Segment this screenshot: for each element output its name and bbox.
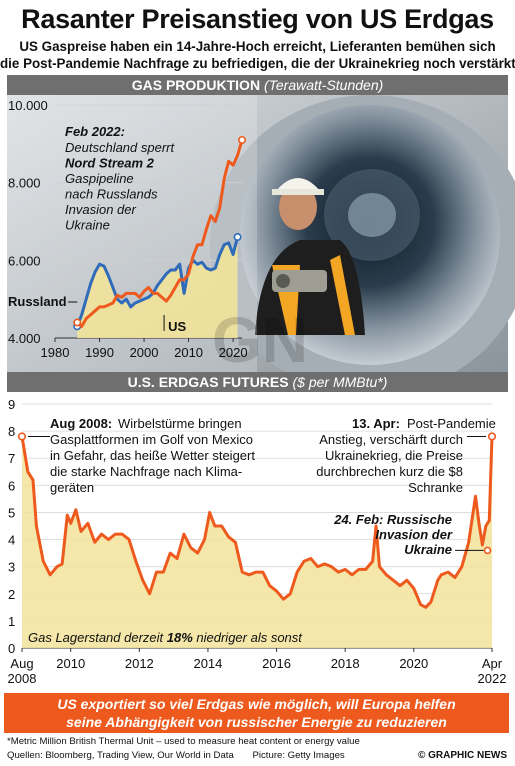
prod-y-tick-label: 10.000 <box>8 98 48 113</box>
banner-line-1: US exportiert so viel Erdgas wie möglich… <box>57 696 456 712</box>
prod-x-tick-label: 2010 <box>174 345 203 360</box>
apr13-annotation-line: Post-Pandemie <box>407 416 496 431</box>
footnote-mmbtu: *Metric Million British Thermal Unit – u… <box>7 736 360 747</box>
russia-series-line <box>75 236 240 327</box>
fut-x-tick-label: Apr 2022 <box>478 656 507 686</box>
sources-text: Quellen: Bloomberg, Trading View, Our Wo… <box>7 750 234 761</box>
apr13-annotation-date: 13. Apr: <box>352 416 400 431</box>
page-title: Rasanter Preisanstieg von US Erdgas <box>21 4 494 34</box>
production-chart: 4.000 6.000 8.000 10.000 1980 1990 2000 2010 202… <box>7 95 515 375</box>
pipeline-photo <box>7 95 515 375</box>
nordstream-annotation-line: Ukraine <box>65 218 110 233</box>
apr13-annotation-line: Anstieg, verschärft durch <box>319 432 463 447</box>
fut-y-tick-label: 2 <box>8 587 15 602</box>
us-series-line-end-point <box>238 135 247 144</box>
futures-section-header: U.S. ERDGAS FUTURES ($ per MMBtu*) <box>7 372 508 392</box>
fut-x-tick-label-part: 2022 <box>478 671 507 686</box>
fut-x-tick-label: 2020 <box>399 656 428 671</box>
fut-y-tick-label: 7 <box>8 451 15 466</box>
nordstream-annotation-line: nach Russlands <box>65 187 158 202</box>
futures-section-unit: ($ per MMBtu*) <box>292 374 388 390</box>
fut-y-tick-label: 9 <box>8 397 15 412</box>
welder-figure <box>255 178 365 335</box>
fut-y-tick-label: 8 <box>8 424 15 439</box>
futures-chart: 0 1 2 3 4 5 6 7 8 9 Aug 2008 2010 2012 2014 2016 2018 202… <box>8 397 507 686</box>
nordstream-annotation-date: Feb 2022: <box>65 124 125 139</box>
futures-section-label: U.S. ERDGAS FUTURES <box>127 374 289 390</box>
svg-text:GN: GN <box>212 304 308 376</box>
production-section-header: GAS PRODUKTION (Terawatt-Stunden) <box>7 75 508 95</box>
fut-x-tick-label-part: 2008 <box>8 671 37 686</box>
graphic-news-credit: © GRAPHIC NEWS <box>417 750 507 761</box>
prod-y-tick-label: 4.000 <box>8 331 41 346</box>
footnote-sources: Quellen: Bloomberg, Trading View, Our Wo… <box>7 750 345 761</box>
fut-y-tick-label: 6 <box>8 478 15 493</box>
fut-x-tick-label-part: 2012 <box>125 656 154 671</box>
fut-y-tick-label: 5 <box>8 505 15 520</box>
prod-y-tick-label: 6.000 <box>8 253 41 268</box>
fut-x-tick-label-part: Aug <box>10 656 33 671</box>
apr13-annotation-line: Schranke <box>408 480 463 495</box>
prod-x-tick-label: 2000 <box>130 345 159 360</box>
aug2008-annotation-line: geräten <box>50 480 94 495</box>
nordstream-annotation-line: Nord Stream 2 <box>65 156 155 171</box>
us-series-line-start-point <box>73 318 82 327</box>
fut-y-tick-label: 4 <box>8 533 15 548</box>
apr13-annotation-line: Ukrainekrieg, die Preise <box>325 448 463 463</box>
export-banner: US exportiert so viel Erdgas wie möglich… <box>4 693 509 733</box>
storage-note-value: 18% <box>167 630 193 645</box>
production-section-label: GAS PRODUKTION <box>131 77 261 93</box>
russia-series-line-end-point <box>233 233 242 242</box>
futures-end-point <box>487 432 497 441</box>
prod-y-tick-label: 8.000 <box>8 176 41 191</box>
aug2008-annotation-line: die starke Nachfrage nach Klima- <box>50 464 242 479</box>
fut-x-tick-label-part: 2010 <box>56 656 85 671</box>
fut-x-tick-label: 2012 <box>125 656 154 671</box>
storage-note-suffix: niedriger als sonst <box>193 630 303 645</box>
us-series-line <box>76 139 244 328</box>
prod-x-tick-label: 1980 <box>41 345 70 360</box>
us-series-label: US <box>168 319 186 334</box>
nordstream-annotation-line: Gaspipeline <box>65 171 134 186</box>
nordstream-annotation-line: Deutschland sperrt <box>65 140 175 155</box>
prod-x-tick-label: 2020 <box>219 345 248 360</box>
page-subtitle: US Gaspreise haben ein 14-Jahre-Hoch err… <box>0 38 515 72</box>
aug2008-annotation-date: Aug 2008: <box>50 416 112 431</box>
subtitle-line-1: US Gaspreise haben ein 14-Jahre-Hoch err… <box>19 39 496 54</box>
prod-x-tick-label: 1990 <box>85 345 114 360</box>
fut-x-tick-label: 2010 <box>56 656 85 671</box>
storage-note-prefix: Gas Lagerstand derzeit <box>28 630 167 645</box>
apr13-annotation-line: durchbrechen kurz die $8 <box>316 464 463 479</box>
aug2008-annotation-line: Gasplattformen im Golf von Mexico <box>50 432 253 447</box>
futures-series-line <box>20 436 494 609</box>
watermark-logo: GN <box>212 304 308 376</box>
fut-y-tick-label: 0 <box>8 641 15 656</box>
subtitle-line-2: die Post-Pandemie Nachfrage zu befriedig… <box>0 56 515 71</box>
production-section-unit: (Terawatt-Stunden) <box>263 77 384 93</box>
futures-start-point <box>17 432 27 441</box>
aug2008-annotation-line: Wirbelstürme bringen <box>118 416 242 431</box>
futures-invasion-point <box>483 546 492 555</box>
fut-y-tick-label: 3 <box>8 560 15 575</box>
russia-series-label: Russland <box>8 294 67 309</box>
fut-x-tick-label-part: 2016 <box>262 656 291 671</box>
feb24-annotation-line: Ukraine <box>404 542 452 557</box>
aug2008-annotation-line: in Gefahr, das heiße Wetter steigert <box>50 448 255 463</box>
fut-x-tick-label-part: 2014 <box>193 656 222 671</box>
futures-area-fill <box>22 436 492 648</box>
fut-x-tick-label: 2016 <box>262 656 291 671</box>
fut-x-tick-label: 2014 <box>193 656 222 671</box>
fut-x-tick-label: 2018 <box>331 656 360 671</box>
storage-note: Gas Lagerstand derzeit 18% niedriger als… <box>28 630 303 645</box>
banner-line-2: seine Abhängigkeit von russischer Energi… <box>66 714 447 730</box>
fut-x-tick-label: Aug 2008 <box>8 656 37 686</box>
feb24-annotation-line: 24. Feb: Russische <box>333 512 452 527</box>
fut-x-tick-label-part: Apr <box>482 656 503 671</box>
fut-x-tick-label-part: 2018 <box>331 656 360 671</box>
feb24-annotation-line: Invasion der <box>375 527 453 542</box>
nordstream-annotation-line: Invasion der <box>65 202 136 217</box>
fut-x-tick-label-part: 2020 <box>399 656 428 671</box>
picture-credit: Picture: Getty Images <box>252 750 345 761</box>
fut-y-tick-label: 1 <box>8 614 15 629</box>
